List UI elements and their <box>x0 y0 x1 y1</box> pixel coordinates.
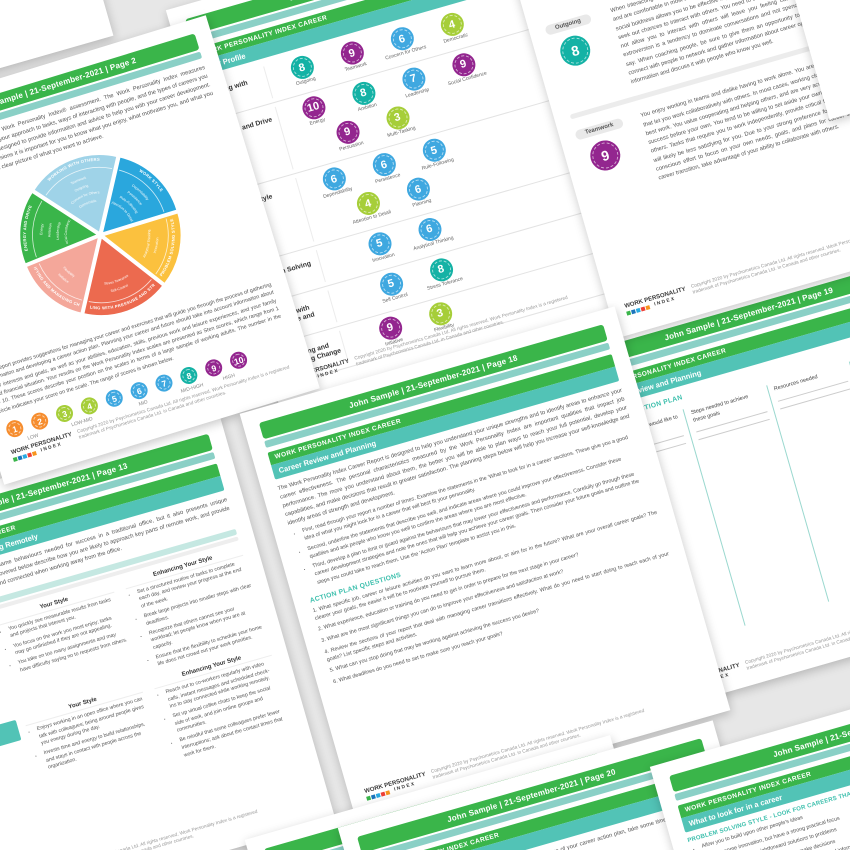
trait-name-pill: Teamwork <box>574 117 625 142</box>
profile-scale: 8 Outgoing <box>274 49 332 92</box>
trait-score-circle: 9 <box>586 137 624 175</box>
svg-text:Self-Control: Self-Control <box>110 283 130 294</box>
brand-color-square <box>385 790 391 796</box>
svg-text:Energy: Energy <box>36 222 47 236</box>
brand-color-square <box>31 451 37 457</box>
profile-scale: 8 Stress Tolerance <box>413 251 471 294</box>
profile-scale: 4 Democratic <box>424 6 482 49</box>
trait-score-circle: 8 <box>556 32 594 70</box>
profile-scale: 5 Self Control <box>363 266 421 309</box>
svg-text:Democratic: Democratic <box>78 198 98 209</box>
profile-scale: 5 Innovation <box>351 226 409 269</box>
page-2-sheet: John Sample | 21-September-2021 | Page 2… <box>0 15 320 485</box>
competency-wheel-chart: WORKING WITH OTHERSTeamworkOutgoingConce… <box>0 139 189 334</box>
page-2: John Sample | 21-September-2021 | Page 2… <box>0 15 320 484</box>
your-style-list: Enjoys working in an open office where y… <box>36 696 157 773</box>
trait-section-left: Teamwork 9 <box>574 115 650 202</box>
svg-text:Teamwork: Teamwork <box>70 176 88 186</box>
remote-work-group-chip: Maintaining Relationships <box>0 720 22 763</box>
profile-scale: 9 Teamwork <box>324 35 382 78</box>
your-style-list: You quickly see measurable results from … <box>8 595 129 674</box>
brand-color-square <box>645 305 651 311</box>
profile-scale: 6 Analytical Thinking <box>401 211 459 254</box>
copyright-text: Copyright 2020 by Psychometrics Canada L… <box>44 809 261 850</box>
trait-section-left: Outgoing 8 <box>544 10 623 106</box>
svg-text:Outgoing: Outgoing <box>73 184 89 193</box>
trait-name-pill: Outgoing <box>544 13 592 36</box>
profile-scale: 6 Concern for Others <box>374 21 432 64</box>
